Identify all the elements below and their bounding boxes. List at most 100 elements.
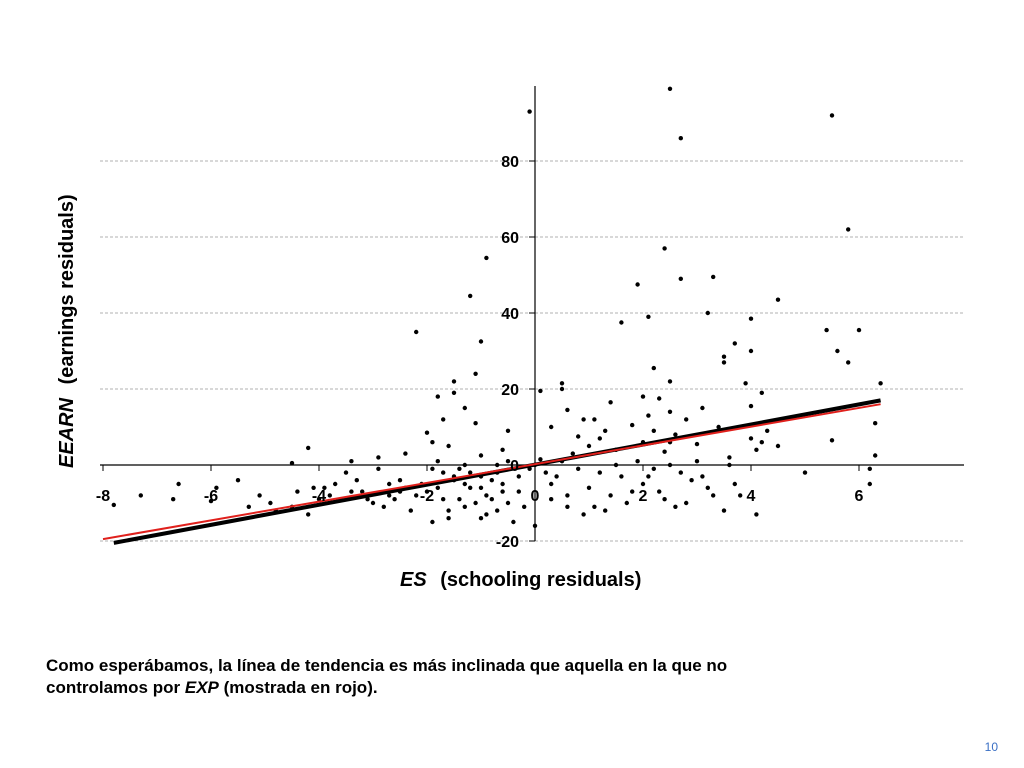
y-tick-label--20: -20 — [496, 534, 519, 551]
data-point-77 — [727, 455, 732, 460]
data-point-183 — [732, 481, 737, 487]
data-point-108 — [549, 481, 554, 487]
data-point-28 — [473, 371, 478, 376]
data-point-58 — [716, 424, 721, 430]
data-point-36 — [608, 400, 613, 405]
data-point-132 — [489, 478, 494, 483]
data-point-190 — [694, 459, 700, 464]
data-point-184 — [565, 504, 570, 509]
page-number: 10 — [984, 740, 998, 754]
x-axis-label: ES (schooling residuals) — [400, 569, 641, 591]
slide-caption: Como esperábamos, la línea de tendencia … — [46, 655, 946, 699]
axis-layer — [100, 86, 964, 542]
data-point-27 — [435, 394, 440, 399]
data-point-127 — [441, 497, 446, 502]
data-point-113 — [624, 500, 629, 506]
data-point-42 — [565, 407, 570, 413]
data-point-75 — [662, 449, 667, 454]
data-point-62 — [289, 460, 295, 466]
data-point-31 — [651, 365, 656, 371]
x-tick-label--8: -8 — [96, 488, 110, 505]
data-point-65 — [403, 451, 408, 456]
data-point-37 — [640, 394, 646, 399]
trend-line-red — [102, 403, 881, 541]
data-point-92 — [306, 512, 311, 517]
x-tick-label--4: -4 — [312, 488, 326, 505]
data-point-175 — [505, 500, 511, 506]
data-point-204 — [327, 493, 332, 498]
data-point-109 — [565, 493, 570, 498]
data-point-112 — [608, 493, 613, 498]
data-point-57 — [673, 432, 678, 437]
data-point-25 — [748, 348, 754, 354]
data-point-172 — [462, 504, 467, 509]
data-point-123 — [392, 497, 397, 502]
data-point-60 — [829, 438, 835, 443]
data-point-179 — [646, 474, 651, 479]
data-point-159 — [268, 500, 273, 506]
data-point-117 — [689, 478, 694, 483]
data-point-55 — [603, 428, 608, 433]
data-point-48 — [873, 421, 878, 426]
data-point-129 — [462, 481, 467, 487]
data-point-1 — [667, 86, 673, 92]
data-point-78 — [754, 447, 759, 452]
data-point-8 — [635, 282, 640, 287]
data-point-187 — [500, 481, 505, 487]
data-point-110 — [581, 512, 586, 517]
data-point-16 — [478, 339, 484, 344]
data-point-154 — [387, 481, 392, 487]
data-point-6 — [678, 276, 683, 281]
data-point-115 — [657, 489, 662, 494]
data-point-188 — [635, 459, 640, 464]
data-point-163 — [376, 466, 381, 471]
data-point-34 — [878, 381, 883, 386]
data-point-196 — [684, 417, 689, 422]
data-point-30 — [559, 386, 565, 392]
data-point-186 — [516, 489, 521, 494]
data-point-157 — [316, 497, 322, 502]
data-point-111 — [592, 504, 597, 509]
data-point-83 — [111, 502, 117, 508]
x-tick-label-2: 2 — [639, 488, 648, 505]
data-point-49 — [424, 430, 430, 435]
data-point-143 — [700, 474, 705, 479]
data-point-84 — [138, 493, 143, 498]
data-point-98 — [414, 493, 419, 498]
data-point-17 — [824, 327, 829, 333]
data-point-162 — [343, 470, 349, 475]
data-point-161 — [176, 481, 181, 487]
data-point-137 — [554, 474, 559, 479]
data-point-142 — [678, 470, 683, 475]
data-point-168 — [435, 459, 440, 464]
data-point-116 — [673, 504, 678, 509]
data-point-103 — [484, 512, 489, 517]
data-point-12 — [705, 310, 710, 316]
data-point-67 — [446, 443, 451, 449]
x-tick-label-4: 4 — [747, 488, 756, 505]
x-tick-label--2: -2 — [420, 488, 434, 505]
data-point-95 — [360, 489, 365, 494]
data-point-203 — [349, 489, 354, 494]
data-point-45 — [667, 409, 673, 414]
data-point-20 — [748, 316, 754, 321]
data-point-114 — [640, 481, 646, 487]
x-tick-label-6: 6 — [855, 488, 864, 505]
data-point-39 — [759, 390, 764, 395]
points-layer — [111, 86, 883, 528]
data-point-44 — [646, 413, 651, 418]
y-tick-label-60: 60 — [501, 230, 519, 247]
data-point-160 — [246, 504, 251, 509]
data-point-178 — [630, 489, 635, 494]
data-point-140 — [619, 474, 624, 479]
data-point-202 — [365, 497, 370, 502]
data-point-100 — [446, 508, 451, 513]
data-point-59 — [765, 428, 770, 433]
data-point-43 — [592, 417, 597, 422]
data-point-134 — [516, 474, 521, 479]
data-point-144 — [430, 466, 435, 471]
data-point-63 — [349, 459, 354, 464]
data-point-126 — [435, 485, 440, 490]
